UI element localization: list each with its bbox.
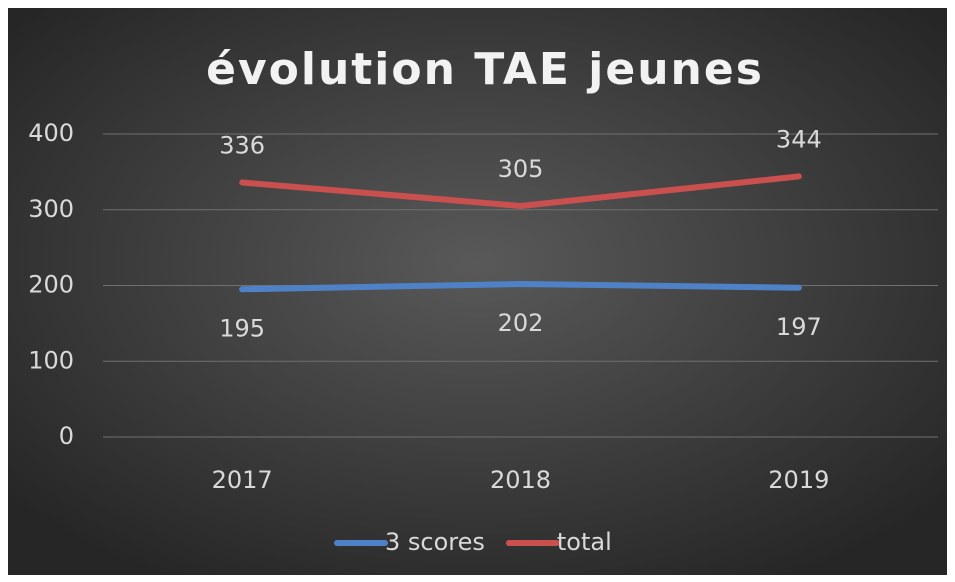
legend-label: total [557,528,612,556]
series-line [239,280,802,293]
legend-label: 3 scores [385,528,485,556]
data-label: 344 [776,125,822,153]
data-label: 305 [498,155,544,183]
x-tick-label: 2018 [490,466,551,494]
y-tick-label: 200 [28,271,74,299]
data-label: 195 [219,314,265,342]
chart-title: évolution TAE jeunes [206,44,764,95]
data-label: 336 [219,131,265,159]
data-label: 197 [776,313,822,341]
x-tick-label: 2017 [212,466,273,494]
y-tick-label: 300 [28,195,74,223]
y-tick-label: 0 [59,422,74,450]
chart-background [8,8,947,575]
y-tick-label: 100 [28,346,74,374]
series-line [239,173,802,209]
x-tick-label: 2019 [768,466,829,494]
data-label: 202 [498,309,544,337]
y-tick-label: 400 [28,119,74,147]
